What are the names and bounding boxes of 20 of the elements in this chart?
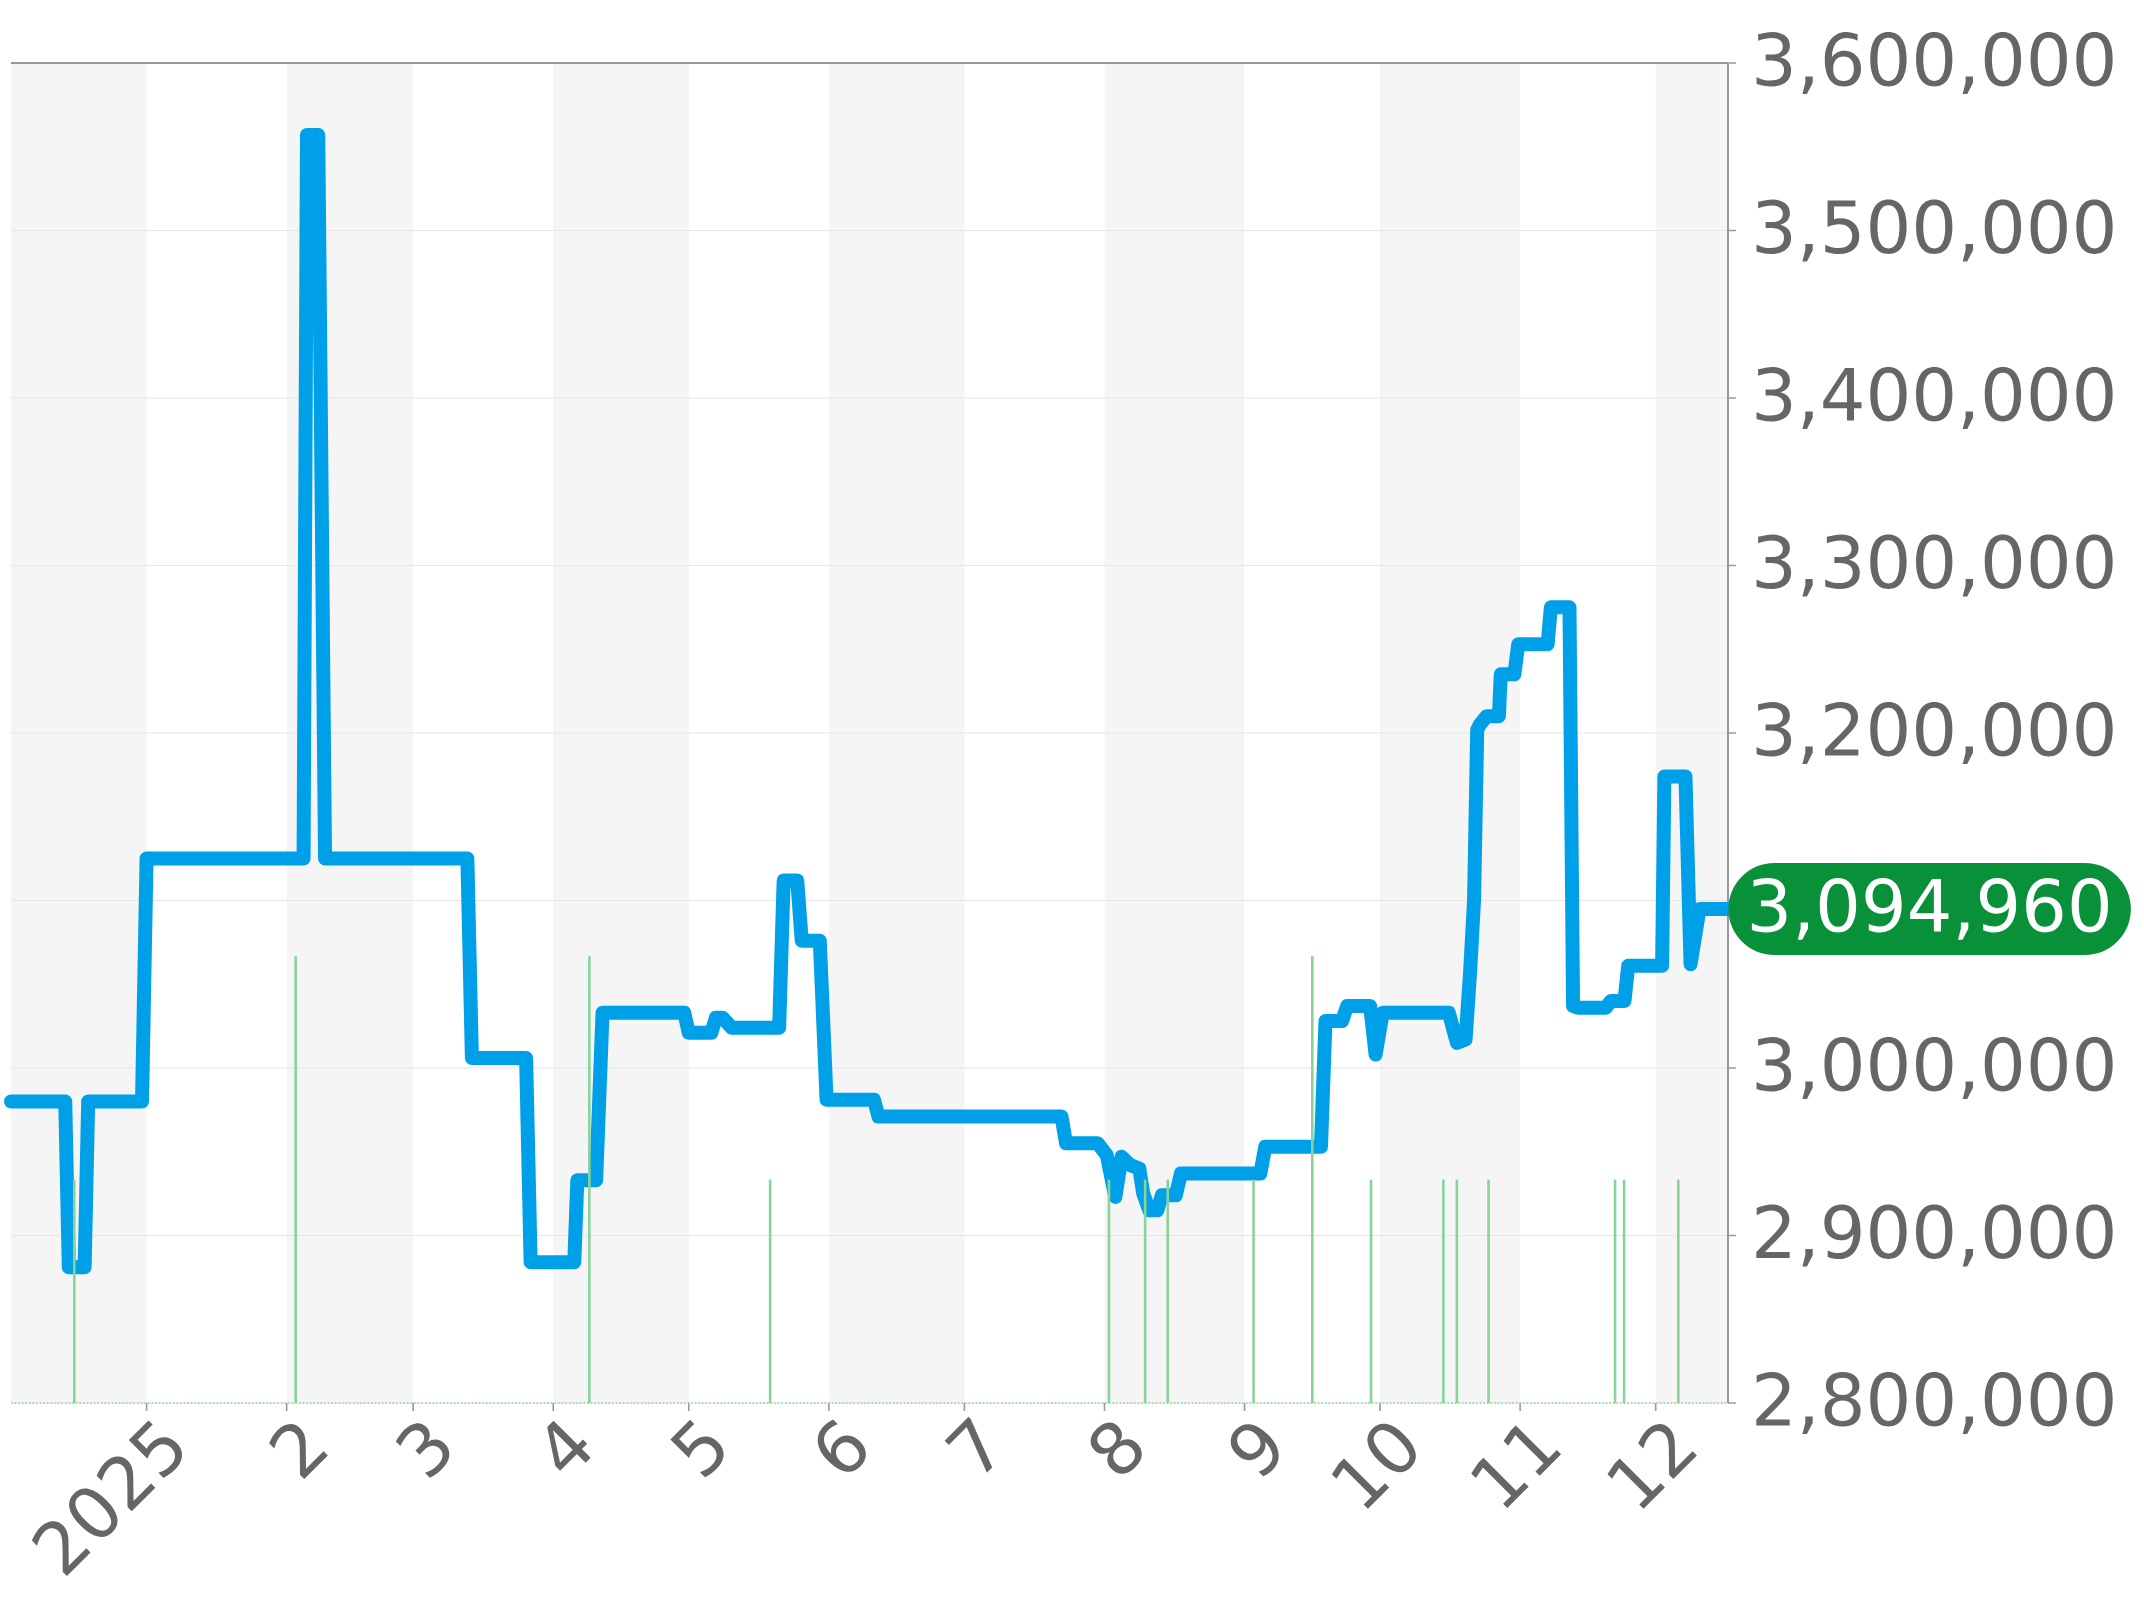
y-tick-label: 3,600,000 (1756, 32, 2113, 94)
x-tick-label: 5 (670, 1419, 724, 1478)
x-tick-label: 2 (269, 1424, 328, 1479)
y-tick-label: 2,800,000 (1756, 1372, 2113, 1434)
x-tick-label: 6 (817, 1419, 866, 1472)
y-tick-label: 3,200,000 (1756, 702, 2113, 764)
x-tick-label: 11 (1471, 1425, 1562, 1509)
x-tick-label: 9 (1230, 1424, 1279, 1477)
x-tick-label: 8 (1090, 1422, 1142, 1474)
x-tick-label: 12 (1607, 1424, 1697, 1509)
annotation: 3,094,960 (1751, 878, 2108, 940)
y-tick-label: 3,400,000 (1756, 367, 2113, 429)
y-tick-label: 3,500,000 (1756, 199, 2113, 262)
x-tick-label: 7 (944, 1416, 993, 1473)
x-tick-label: 10 (1331, 1423, 1416, 1509)
x-tick-label: 4 (547, 1420, 591, 1471)
y-tick-label: 3,000,000 (1756, 1037, 2113, 1099)
x-tick-label: 3 (395, 1423, 450, 1478)
y-tick-label: 3,300,000 (1756, 534, 2113, 597)
y-tick-label: 2,900,000 (1756, 1204, 2113, 1267)
